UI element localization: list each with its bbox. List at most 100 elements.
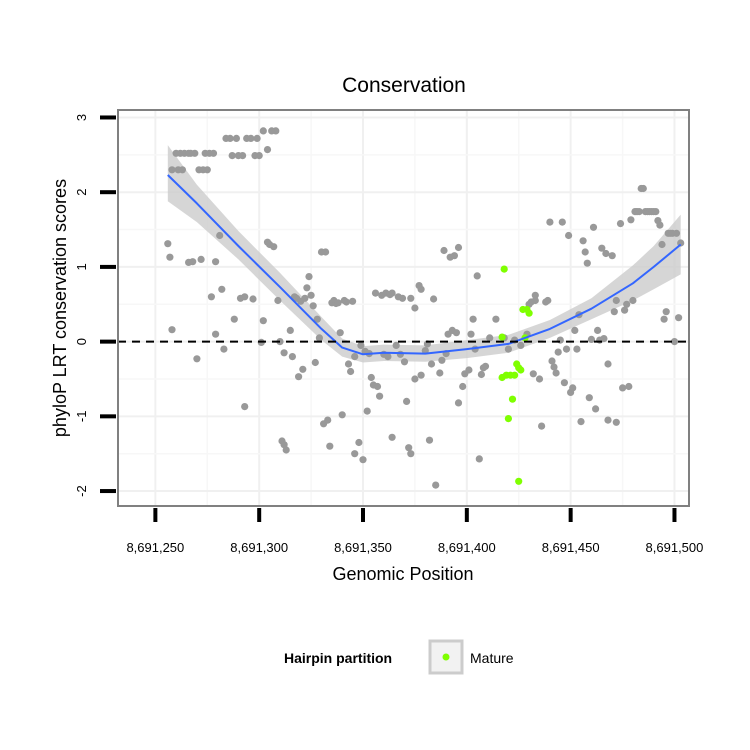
x-tick-label: 8,691,450 xyxy=(542,540,600,555)
data-point xyxy=(247,134,255,142)
data-point xyxy=(280,349,288,357)
data-point xyxy=(430,295,438,303)
data-point xyxy=(454,399,463,407)
data-point xyxy=(392,341,400,349)
data-point-mature xyxy=(515,477,523,485)
data-point xyxy=(400,358,409,366)
data-point xyxy=(311,358,319,367)
data-point xyxy=(388,433,396,441)
data-point xyxy=(571,326,579,334)
data-point xyxy=(486,334,494,342)
data-point xyxy=(619,384,627,392)
data-point xyxy=(612,296,620,305)
data-point xyxy=(263,146,272,154)
confidence-ribbon-group xyxy=(167,145,681,363)
data-point xyxy=(363,407,371,415)
data-point xyxy=(226,134,234,142)
data-point xyxy=(203,166,211,174)
data-point-mature xyxy=(510,371,519,379)
data-point xyxy=(465,366,473,374)
data-point xyxy=(241,293,249,301)
data-point xyxy=(197,255,205,263)
data-point xyxy=(554,348,562,356)
data-point xyxy=(322,248,330,256)
data-point xyxy=(581,248,589,256)
data-point xyxy=(299,365,307,373)
data-point xyxy=(405,444,413,452)
data-point xyxy=(326,442,334,450)
data-point xyxy=(477,370,485,379)
data-point xyxy=(604,416,612,424)
smooth-line xyxy=(167,174,682,356)
data-point-mature xyxy=(517,366,525,374)
data-point xyxy=(351,450,359,458)
data-point xyxy=(623,300,631,308)
data-point xyxy=(347,367,355,376)
data-point xyxy=(303,284,311,292)
data-point xyxy=(216,231,224,240)
data-point xyxy=(295,373,303,381)
data-point xyxy=(249,295,257,303)
data-point xyxy=(658,240,666,249)
data-point xyxy=(232,134,240,142)
data-point xyxy=(178,166,186,174)
y-tick-label: 3 xyxy=(74,114,89,121)
data-point xyxy=(417,285,425,293)
data-point xyxy=(627,216,635,224)
y-tick-label: -2 xyxy=(74,485,89,497)
data-point xyxy=(336,329,344,337)
data-point xyxy=(583,259,591,267)
data-point xyxy=(538,422,546,430)
data-point xyxy=(207,293,215,301)
data-point xyxy=(315,334,323,342)
data-point xyxy=(309,302,317,310)
data-point xyxy=(531,296,539,305)
data-point xyxy=(670,338,679,346)
chart-title: Conservation xyxy=(342,74,466,97)
data-point xyxy=(585,394,593,402)
data-point xyxy=(384,353,392,361)
data-point xyxy=(425,436,434,444)
data-point xyxy=(452,329,460,337)
data-point xyxy=(357,341,365,349)
data-point xyxy=(473,272,481,280)
x-axis-title: Genomic Position xyxy=(332,564,473,584)
data-point xyxy=(612,418,620,426)
data-point xyxy=(652,208,660,216)
y-tick-label: 1 xyxy=(74,263,89,270)
data-point-mature xyxy=(504,415,512,423)
data-point xyxy=(403,397,411,405)
data-point xyxy=(411,304,419,312)
data-point xyxy=(228,152,236,160)
data-point xyxy=(259,127,267,135)
data-point xyxy=(270,243,278,251)
data-point xyxy=(427,360,436,368)
confidence-ribbon xyxy=(167,145,681,363)
data-point xyxy=(349,297,357,305)
data-point xyxy=(529,370,537,378)
data-point xyxy=(286,326,294,334)
data-point-mature xyxy=(500,265,508,273)
legend-label-mature: Mature xyxy=(470,650,514,666)
data-point xyxy=(577,418,585,426)
data-point xyxy=(552,369,560,377)
data-point xyxy=(592,405,600,413)
data-point xyxy=(398,294,407,302)
data-point xyxy=(675,314,683,322)
data-point xyxy=(396,350,404,358)
data-point xyxy=(218,285,226,293)
data-point xyxy=(191,149,199,157)
data-point xyxy=(351,353,359,361)
data-point xyxy=(562,345,571,353)
data-point xyxy=(569,384,577,392)
data-point xyxy=(272,127,280,135)
data-point xyxy=(344,360,353,368)
data-point xyxy=(324,416,332,424)
data-point xyxy=(367,373,375,382)
x-tick-label: 8,691,250 xyxy=(126,540,184,555)
x-tick-label: 8,691,500 xyxy=(646,540,704,555)
data-point xyxy=(546,218,554,226)
data-point xyxy=(164,240,172,248)
y-tick-label: 0 xyxy=(74,338,89,345)
